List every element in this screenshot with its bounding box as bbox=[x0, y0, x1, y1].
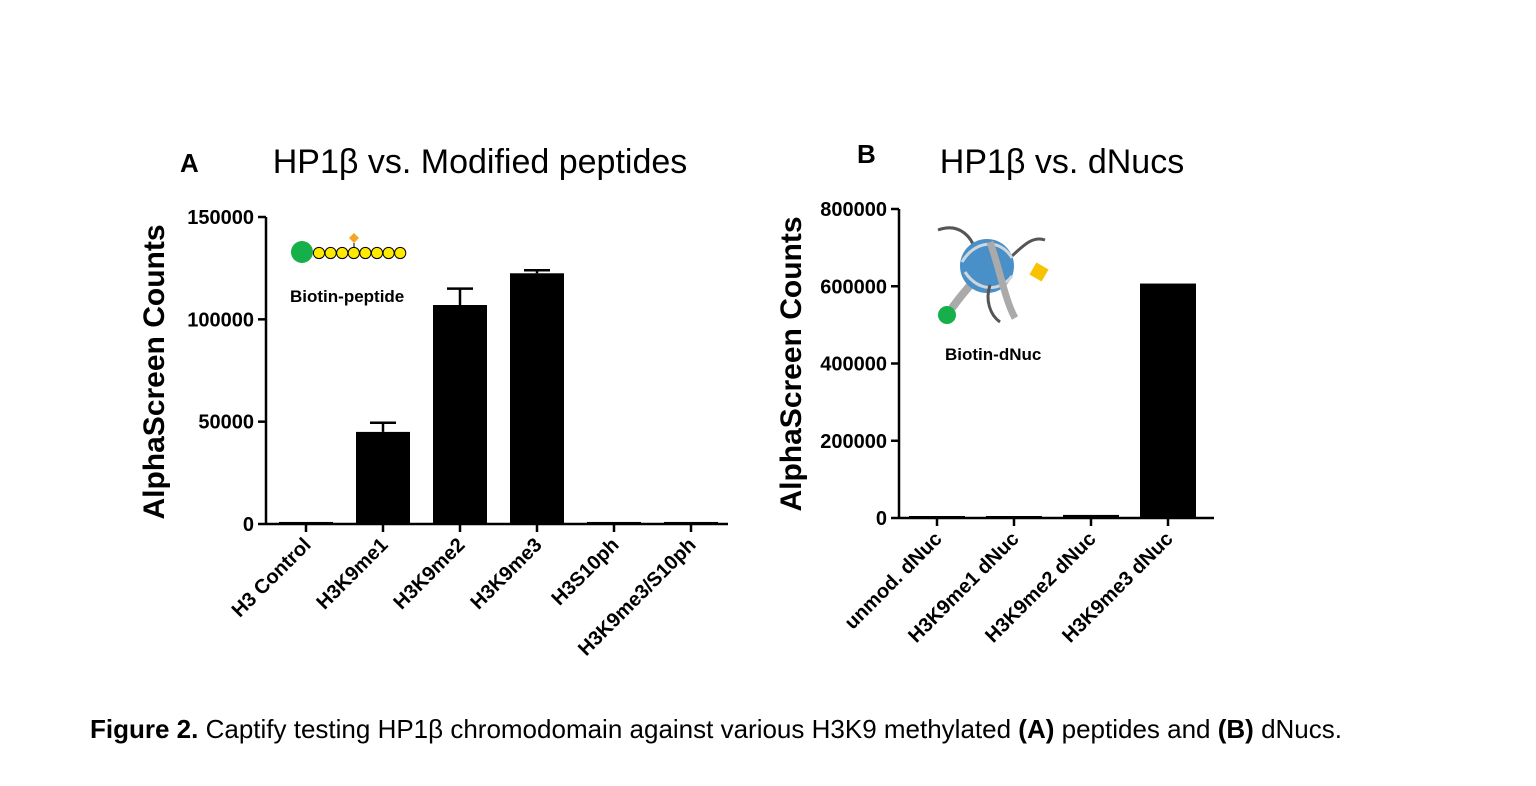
bar-h3k9me1-dnuc bbox=[986, 516, 1042, 518]
peptide-beads-icon bbox=[312, 246, 407, 260]
biotin-peptide-label: Biotin-peptide bbox=[290, 287, 404, 306]
bar-unmod-dnuc bbox=[909, 516, 965, 518]
caption-text-1: testing HP1β chromodomain against variou… bbox=[286, 714, 1019, 744]
y-tick-label: 50000 bbox=[198, 412, 254, 434]
y-tick-label: 0 bbox=[243, 514, 254, 536]
bar-h3k9me1 bbox=[356, 431, 410, 524]
caption-a: (A) bbox=[1018, 714, 1055, 744]
x-tick-label: H3K9me1 bbox=[313, 534, 393, 614]
bar-h3k9me3 bbox=[510, 273, 564, 524]
panel-a: A HP1β vs. Modified peptides AlphaScreen… bbox=[138, 143, 728, 660]
x-tick-label: H3 Control bbox=[228, 534, 316, 622]
bar-h3k9me2-dnuc bbox=[1063, 514, 1119, 518]
biotin-dnuc-inset: Biotin-dNuc bbox=[937, 226, 1049, 364]
biotin-icon bbox=[291, 241, 313, 263]
biotin-peptide-inset: Biotin-peptide bbox=[290, 233, 407, 306]
x-tick-label: H3S10ph bbox=[547, 534, 623, 610]
y-tick-label: 0 bbox=[876, 508, 887, 530]
methyl-mark-icon bbox=[1029, 262, 1049, 282]
x-tick-label: H3K9me2 bbox=[390, 534, 470, 614]
panel-a-label: A bbox=[180, 148, 199, 178]
panel-a-title: HP1β vs. Modified peptides bbox=[273, 143, 688, 181]
biotin-icon bbox=[938, 306, 956, 324]
modification-mark-icon bbox=[349, 233, 359, 243]
panel-b-label: B bbox=[857, 139, 876, 169]
bar-h3s10ph bbox=[587, 521, 641, 524]
bar-h3-control bbox=[279, 521, 333, 524]
caption-brand: Captify bbox=[205, 714, 287, 744]
panel-b: B HP1β vs. dNucs AlphaScreen Counts 0 200… bbox=[775, 139, 1214, 647]
y-tick-label: 100000 bbox=[187, 309, 254, 331]
y-tick-label: 800000 bbox=[820, 199, 887, 221]
y-tick-label: 600000 bbox=[820, 276, 887, 298]
panel-a-y-axis-label: AlphaScreen Counts bbox=[138, 224, 171, 519]
y-tick-label: 400000 bbox=[820, 354, 887, 376]
x-tick-label: H3K9me3 bbox=[467, 534, 547, 614]
y-tick-label: 200000 bbox=[820, 431, 887, 453]
figure-caption: Figure 2. Captify testing HP1β chromodom… bbox=[90, 714, 1342, 745]
bar-h3k9me2 bbox=[433, 305, 487, 524]
caption-text-2: peptides and bbox=[1054, 714, 1218, 744]
panel-b-y-axis-label: AlphaScreen Counts bbox=[775, 216, 808, 511]
panel-b-title: HP1β vs. dNucs bbox=[940, 143, 1184, 181]
caption-b: (B) bbox=[1217, 714, 1254, 744]
biotin-dnuc-label: Biotin-dNuc bbox=[945, 345, 1041, 364]
bar-h3k9me3-s10ph bbox=[664, 521, 718, 524]
bar-h3k9me3-dnuc bbox=[1140, 283, 1196, 518]
caption-prefix: Figure 2. bbox=[90, 714, 199, 744]
y-tick-label: 150000 bbox=[187, 207, 254, 229]
caption-text-3: dNucs. bbox=[1253, 714, 1342, 744]
